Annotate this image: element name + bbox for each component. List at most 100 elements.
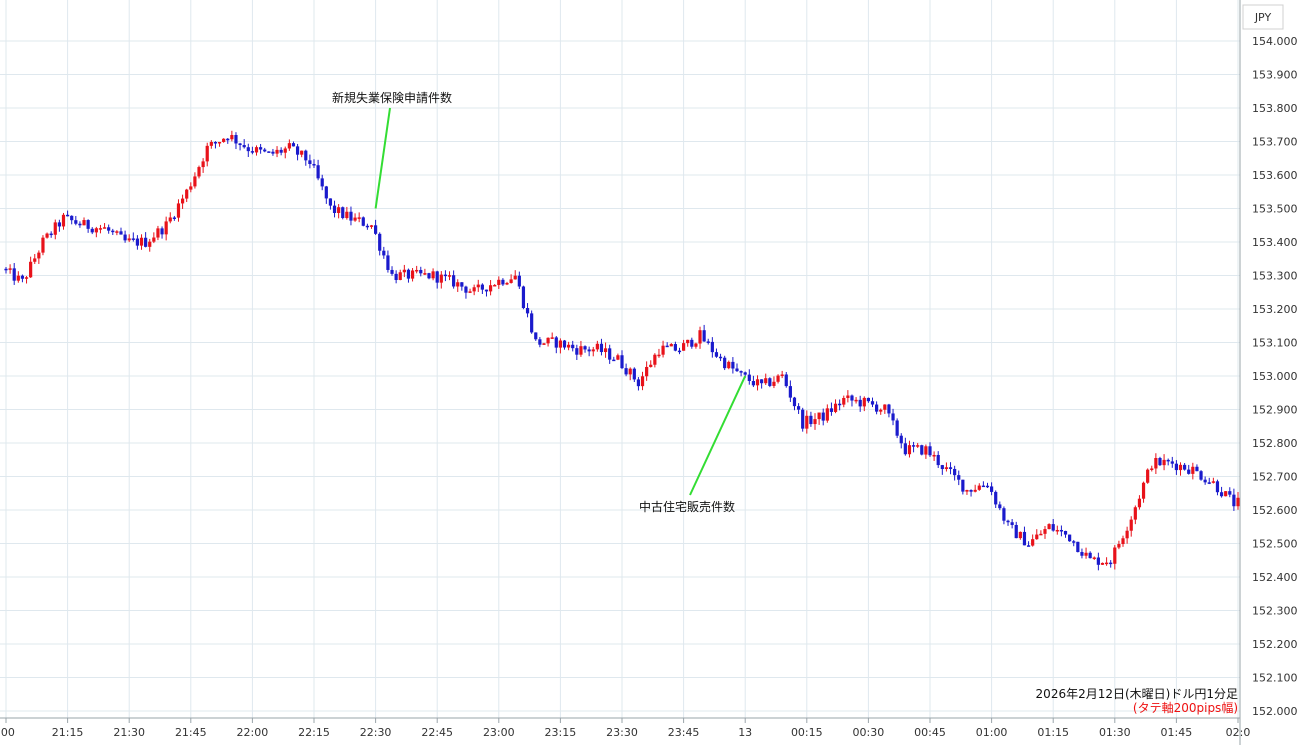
candle-down [234,135,238,144]
candle-down [953,468,957,476]
candle-up [287,143,291,149]
candle-up [645,366,649,377]
candle-up [447,275,452,277]
candle-up [944,467,949,470]
candle-down [1199,471,1203,480]
candle-down [1183,464,1187,470]
candle-down [706,341,710,343]
candle-up [965,489,969,492]
candle-down [887,404,891,414]
candle-up [1162,459,1166,466]
candle-up [755,379,760,386]
candle-down [341,207,345,219]
candle-up [197,167,201,177]
y-tick-label: 153.500 [1252,203,1298,216]
candle-up [542,343,546,345]
x-tick-label: 01:00 [976,726,1008,739]
candle-down [723,357,727,369]
candle-down [452,275,456,287]
candle-down [768,378,772,386]
candle-down [1170,461,1174,464]
candle-up [907,445,912,455]
candle-down [320,178,324,187]
candle-down [957,475,961,480]
candle-down [747,374,751,382]
candle-up [698,330,702,344]
annotation-label: 新規失業保険申請件数 [332,90,452,105]
candle-down [1080,552,1084,556]
candle-up [640,376,645,387]
currency-box[interactable] [1242,4,1284,30]
candle-down [895,420,899,436]
x-tick-label: 01:15 [1037,726,1069,739]
candle-up [53,222,57,235]
candle-up [398,272,402,280]
candle-down [1158,457,1162,466]
candle-up [1043,529,1047,534]
y-tick-label: 152.100 [1252,672,1298,685]
candle-down [665,345,669,348]
candle-down [583,346,587,350]
candle-down [464,286,468,293]
candle-down [1068,534,1072,542]
candle-up [1146,469,1150,483]
y-tick-label: 153.000 [1252,370,1298,383]
candle-down [714,352,719,357]
candle-up [497,279,501,285]
candle-down [620,355,624,369]
candle-down [49,233,53,236]
candle-up [669,344,673,347]
candle-down [267,151,271,153]
candle-down [677,350,682,353]
candle-down [1203,479,1207,483]
candle-up [1178,464,1183,471]
candle-down [735,368,739,372]
candle-up [345,211,349,219]
candle-up [156,228,160,238]
candle-down [632,368,636,380]
candle-up [209,142,213,146]
candle-up [1211,481,1215,483]
candle-down [406,269,411,279]
candle-down [1187,469,1191,474]
x-tick-label: 00:45 [914,726,946,739]
candle-down [1063,530,1068,535]
candle-down [599,343,604,353]
candle-down [443,274,448,277]
x-tick-label: 00:15 [791,726,823,739]
y-tick-label: 152.700 [1252,471,1298,484]
candle-down [144,237,148,247]
candle-down [940,465,944,470]
candle-up [682,343,686,351]
candle-down [427,273,431,279]
candle-down [673,344,677,351]
y-tick-label: 152.200 [1252,638,1298,651]
y-tick-label: 152.800 [1252,437,1298,450]
candle-down [899,435,903,444]
candle-down [718,356,723,359]
y-tick-label: 152.400 [1252,571,1298,584]
candle-down [1022,531,1027,546]
y-tick-label: 152.300 [1252,605,1298,618]
x-tick-label: 01:30 [1099,726,1131,739]
candle-up [661,345,665,355]
candle-down [361,217,365,226]
candle-up [1031,539,1035,546]
candle-down [1228,491,1232,495]
candle-down [419,269,423,274]
candle-down [739,371,743,373]
candle-down [86,220,90,229]
candle-up [24,277,29,279]
x-tick-label: 23:15 [545,726,577,739]
candle-up [805,415,809,429]
candle-up [1035,534,1039,540]
candle-down [870,401,875,405]
candle-down [131,238,135,240]
candle-down [612,359,616,362]
candle-down [1195,466,1199,472]
candle-up [82,220,86,226]
x-tick-label: 02:0 [1226,726,1251,739]
